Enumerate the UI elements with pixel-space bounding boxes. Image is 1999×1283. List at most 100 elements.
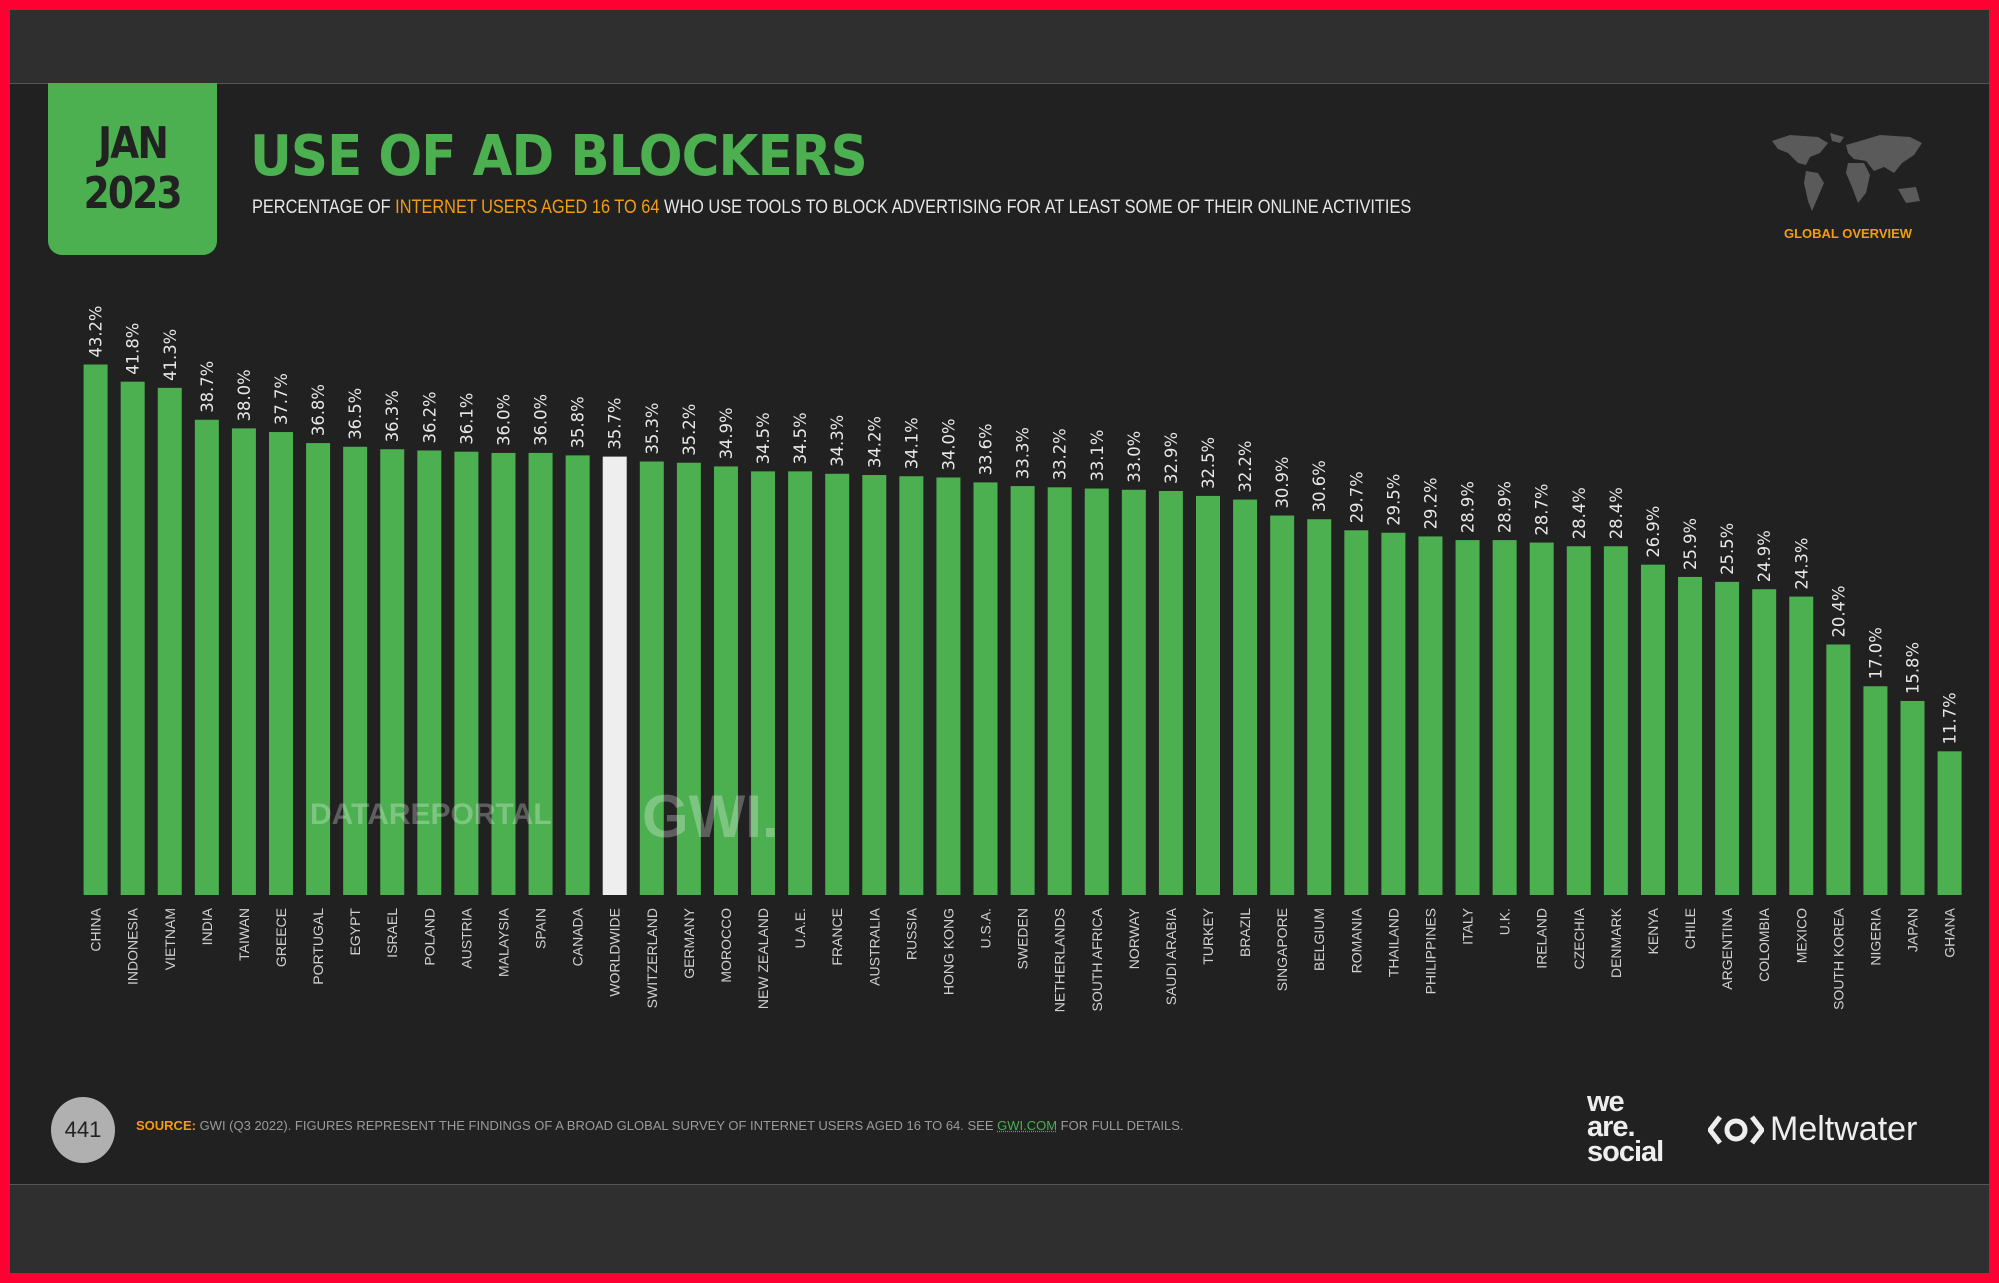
category-label: NEW ZEALAND — [755, 908, 771, 1009]
category-label: HONG KONG — [940, 908, 956, 995]
value-label: 34.1% — [902, 417, 922, 469]
bar — [1937, 751, 1962, 895]
category-label: NETHERLANDS — [1052, 908, 1068, 1012]
meltwater-mark-icon — [1708, 1114, 1764, 1145]
value-label: 33.3% — [1014, 427, 1034, 479]
source-link[interactable]: GWI.COM — [997, 1118, 1058, 1133]
category-label: SPAIN — [533, 908, 549, 949]
page-number: 441 — [51, 1097, 115, 1163]
bar — [1752, 589, 1777, 895]
value-label: 43.2% — [87, 306, 107, 358]
category-label: CANADA — [570, 907, 586, 966]
category-label: WORLDWIDE — [607, 908, 623, 997]
bar — [1789, 596, 1814, 895]
bar — [1047, 487, 1072, 895]
value-label: 25.5% — [1718, 523, 1738, 575]
category-label: U.A.E. — [792, 908, 808, 948]
value-label: 30.9% — [1273, 457, 1293, 509]
value-label: 17.0% — [1866, 627, 1886, 679]
bar — [380, 449, 405, 895]
value-label: 41.8% — [124, 323, 144, 375]
category-label: AUSTRALIA — [866, 907, 882, 985]
bar — [1715, 581, 1740, 895]
category-label: RUSSIA — [903, 907, 919, 960]
category-label: CHINA — [88, 907, 104, 951]
value-label: 15.8% — [1904, 642, 1924, 694]
category-label: TAIWAN — [236, 908, 252, 961]
region-label: GLOBAL OVERVIEW — [1783, 226, 1913, 241]
bar — [194, 419, 219, 895]
bar — [1640, 564, 1665, 895]
bar — [157, 387, 182, 895]
bar — [639, 461, 664, 895]
category-label: SINGAPORE — [1274, 908, 1290, 991]
world-map-icon — [1772, 133, 1922, 211]
value-label: 35.2% — [680, 404, 700, 456]
value-label: 36.3% — [383, 390, 403, 442]
category-label: ARGENTINA — [1719, 907, 1735, 989]
value-label: 24.3% — [1792, 538, 1812, 590]
value-label: 32.5% — [1199, 437, 1219, 489]
bar — [1678, 576, 1703, 895]
value-label: 34.2% — [865, 416, 885, 468]
category-label: COLOMBIA — [1756, 907, 1772, 982]
bar — [1010, 486, 1035, 895]
value-label: 28.4% — [1607, 487, 1627, 539]
bar — [1529, 542, 1554, 895]
bar — [825, 473, 850, 895]
category-label: MOROCCO — [718, 908, 734, 983]
value-label: 28.7% — [1533, 484, 1553, 536]
value-label: 28.9% — [1459, 481, 1479, 533]
bar — [1344, 530, 1369, 895]
we-are-social-logo: we are. social — [1587, 1086, 1664, 1168]
subtitle-text-end: WHO USE TOOLS TO BLOCK ADVERTISING FOR A… — [659, 197, 1412, 218]
bar — [1196, 495, 1220, 895]
value-label: 38.0% — [235, 369, 255, 421]
source-label: SOURCE: — [136, 1118, 196, 1133]
bar — [269, 432, 293, 895]
bar — [454, 451, 479, 895]
category-label: SAUDI ARABIA — [1163, 907, 1179, 1005]
meltwater-logo: Meltwater — [1708, 1110, 1917, 1149]
category-label: INDONESIA — [125, 907, 141, 985]
bar — [936, 477, 961, 895]
value-label: 36.5% — [346, 388, 366, 440]
gwi-watermark: GWI. — [642, 783, 779, 850]
value-label: 33.6% — [977, 423, 997, 475]
category-label: THAILAND — [1385, 908, 1401, 977]
value-label: 29.7% — [1347, 471, 1367, 523]
category-label: GERMANY — [681, 907, 697, 978]
page-subtitle: PERCENTAGE OF INTERNET USERS AGED 16 TO … — [252, 197, 1411, 219]
value-label: 30.6% — [1310, 460, 1330, 512]
value-label: 34.5% — [791, 412, 811, 464]
date-badge: JAN 2023 — [48, 83, 217, 255]
meltwater-wordmark: Meltwater — [1770, 1110, 1918, 1148]
bar — [1418, 536, 1443, 895]
bar — [306, 443, 331, 895]
bar — [1270, 515, 1295, 895]
bar — [973, 482, 998, 895]
category-label: AUSTRIA — [458, 907, 474, 968]
bar — [713, 466, 738, 895]
category-label: MEXICO — [1793, 908, 1809, 963]
category-label: MALAYSIA — [495, 907, 511, 977]
value-label: 36.1% — [457, 393, 477, 445]
value-label: 35.3% — [643, 403, 663, 455]
category-label: BRAZIL — [1237, 908, 1253, 957]
category-label: PHILIPPINES — [1422, 908, 1438, 994]
category-label: GREECE — [273, 908, 289, 967]
value-label: 36.2% — [420, 391, 440, 443]
category-label: BELGIUM — [1311, 908, 1327, 971]
subtitle-highlight: INTERNET USERS AGED 16 TO 64 — [395, 197, 660, 218]
value-label: 33.1% — [1088, 430, 1108, 482]
bar — [899, 476, 924, 895]
category-label: VIETNAM — [162, 908, 178, 970]
value-label: 28.4% — [1570, 487, 1590, 539]
bar — [1863, 686, 1888, 895]
bar — [676, 462, 701, 895]
value-label: 41.3% — [161, 329, 181, 381]
value-label: 34.0% — [939, 418, 959, 470]
bar — [1233, 499, 1258, 895]
date-year: 2023 — [83, 168, 183, 219]
source-note: SOURCE: GWI (Q3 2022). FIGURES REPRESENT… — [136, 1118, 1183, 1133]
